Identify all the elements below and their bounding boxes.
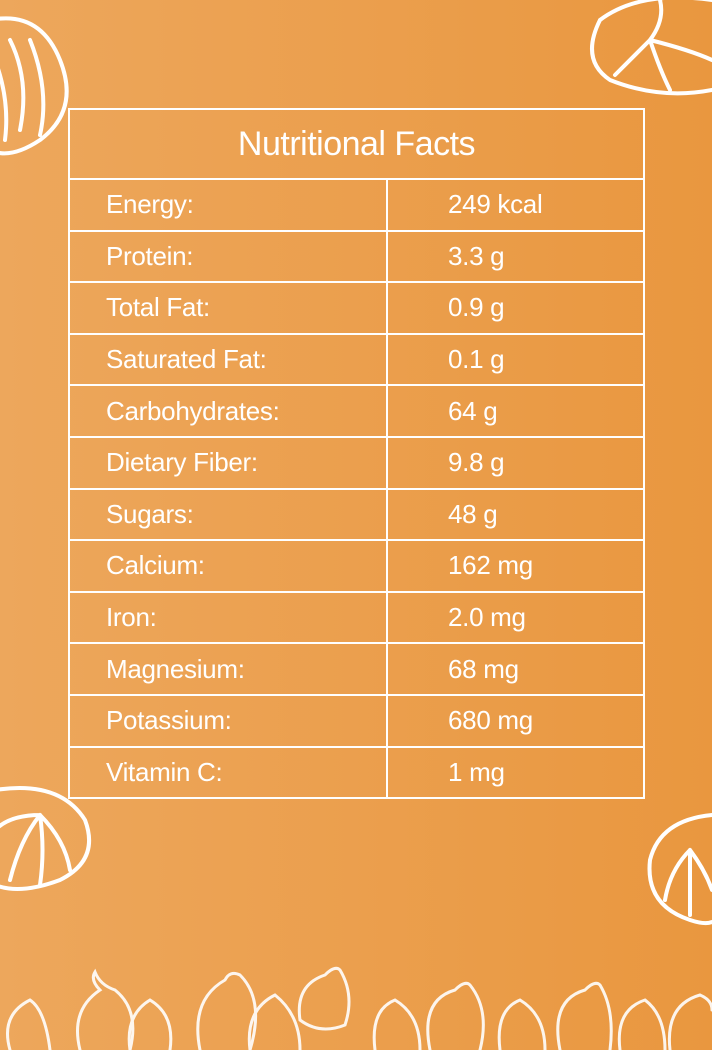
nutrient-value: 162 mg — [386, 539, 645, 593]
nutrient-value: 2.0 mg — [386, 590, 645, 645]
nutrient-name: Iron: — [68, 590, 388, 645]
table-row: Dietary Fiber: 9.8 g — [68, 435, 645, 490]
table-row: Protein: 3.3 g — [68, 229, 645, 284]
table-row: Carbohydrates: 64 g — [68, 384, 645, 438]
nutrient-value: 3.3 g — [386, 229, 645, 284]
table-row: Potassium: 680 mg — [68, 693, 645, 748]
nutrient-value: 68 mg — [386, 642, 645, 696]
table-row: Saturated Fat: 0.1 g — [68, 332, 645, 387]
nutrient-value: 1 mg — [386, 745, 645, 800]
nutrient-name: Carbohydrates: — [68, 384, 388, 438]
table-row: Energy: 249 kcal — [68, 178, 645, 232]
nutrition-table: Nutritional Facts Energy: 249 kcal Protein… — [68, 108, 645, 800]
nutrient-value: 680 mg — [386, 693, 645, 748]
nutrient-value: 64 g — [386, 384, 645, 438]
nutrient-name: Calcium: — [68, 539, 388, 593]
fig-left — [0, 786, 91, 891]
nutrient-value: 9.8 g — [386, 435, 645, 490]
nutrient-name: Saturated Fat: — [68, 332, 388, 387]
table-row: Sugars: 48 g — [68, 487, 645, 542]
nutrient-name: Potassium: — [68, 693, 388, 748]
table-row: Magnesium: 68 mg — [68, 642, 645, 696]
nutrient-name: Vitamin C: — [68, 745, 388, 800]
table-row: Calcium: 162 mg — [68, 539, 645, 593]
nutrient-value: 0.1 g — [386, 332, 645, 387]
nutrient-name: Total Fat: — [68, 281, 388, 335]
nutrient-name: Magnesium: — [68, 642, 388, 696]
fig-row — [6, 966, 712, 1050]
table-row: Vitamin C: 1 mg — [68, 745, 645, 800]
nutrient-name: Sugars: — [68, 487, 388, 542]
nutrient-value: 0.9 g — [386, 281, 645, 335]
nutrient-value: 48 g — [386, 487, 645, 542]
fig-top-right — [590, 0, 712, 96]
nutrient-name: Protein: — [68, 229, 388, 284]
nutrient-name: Energy: — [68, 178, 388, 232]
table-row: Total Fat: 0.9 g — [68, 281, 645, 335]
nutrient-name: Dietary Fiber: — [68, 435, 388, 490]
table-row: Iron: 2.0 mg — [68, 590, 645, 645]
nutrient-value: 249 kcal — [386, 178, 645, 232]
fig-top-left — [0, 16, 69, 156]
fig-right — [647, 813, 712, 926]
table-title: Nutritional Facts — [68, 108, 645, 180]
